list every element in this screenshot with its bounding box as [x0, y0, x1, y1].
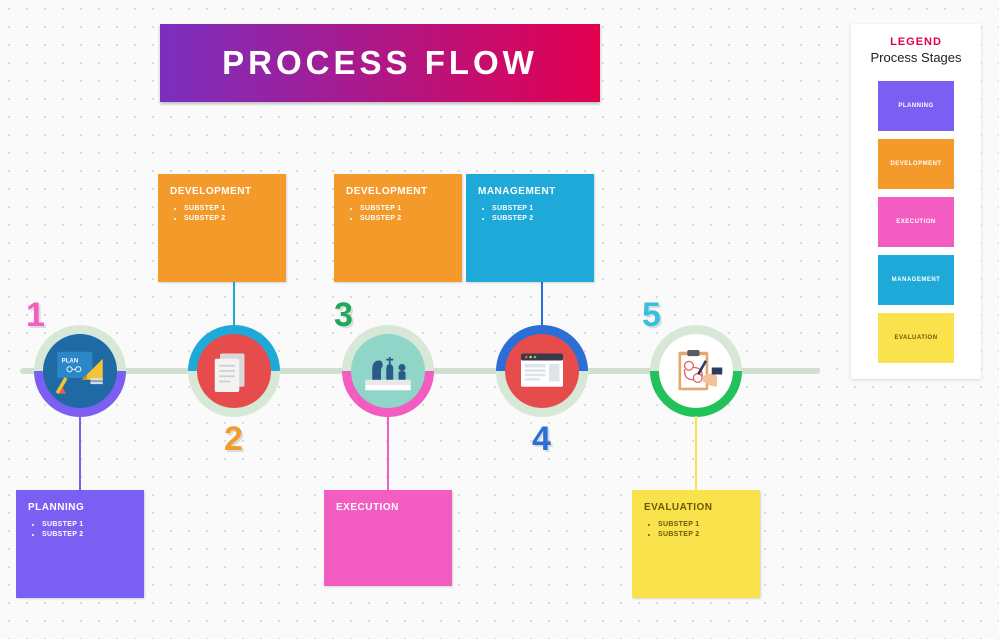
- connector-stem: [695, 416, 697, 490]
- title-text: PROCESS FLOW: [222, 44, 538, 82]
- connector-stem: [387, 416, 389, 490]
- card-substep: SUBSTEP 2: [360, 215, 450, 222]
- legend-swatch-development: DEVELOPMENT: [878, 139, 954, 189]
- connector-stem: [79, 416, 81, 490]
- card-substep: SUBSTEP 2: [184, 215, 274, 222]
- title-banner: PROCESS FLOW: [160, 24, 600, 102]
- ring-inner: [197, 334, 271, 408]
- card-development: DEVELOPMENT SUBSTEP 1 SUBSTEP 2: [158, 174, 286, 282]
- step-5: [650, 325, 742, 417]
- legend-panel: LEGEND Process Stages PLANNING DEVELOPMEN…: [851, 24, 981, 379]
- card-substep: SUBSTEP 2: [42, 531, 132, 538]
- browser-icon: [514, 343, 570, 399]
- card-substep: SUBSTEP 1: [42, 521, 132, 528]
- step-3: [342, 325, 434, 417]
- card-substep: SUBSTEP 1: [184, 205, 274, 212]
- card-substep: SUBSTEP 1: [492, 205, 582, 212]
- docs-icon: [206, 343, 262, 399]
- card-heading: DEVELOPMENT: [170, 186, 274, 197]
- ring-inner: [505, 334, 579, 408]
- step-number-5: 5: [642, 296, 661, 335]
- legend-title: LEGEND: [859, 32, 973, 50]
- chess-icon: [360, 343, 416, 399]
- step-number-1: 1: [26, 296, 45, 335]
- step-1: PLAN: [34, 325, 126, 417]
- svg-text:PLAN: PLAN: [62, 357, 79, 364]
- connector-stem: [233, 282, 235, 326]
- legend-swatch-management: MANAGEMENT: [878, 255, 954, 305]
- card-heading: EXECUTION: [336, 502, 440, 513]
- step-number-2: 2: [224, 420, 243, 459]
- card-substep: SUBSTEP 1: [658, 521, 748, 528]
- card-heading: EVALUATION: [644, 502, 748, 513]
- legend-swatch-planning: PLANNING: [878, 81, 954, 131]
- legend-swatch-evaluation: EVALUATION: [878, 313, 954, 363]
- card-heading: MANAGEMENT: [478, 186, 582, 197]
- card-heading: DEVELOPMENT: [346, 186, 450, 197]
- card-evaluation: EVALUATION SUBSTEP 1 SUBSTEP 2: [632, 490, 760, 598]
- card-heading: PLANNING: [28, 502, 132, 513]
- plan-icon: PLAN: [52, 343, 108, 399]
- step-2: [188, 325, 280, 417]
- card-substep: SUBSTEP 2: [658, 531, 748, 538]
- card-substep: SUBSTEP 1: [360, 205, 450, 212]
- card-development-dup: DEVELOPMENT SUBSTEP 1 SUBSTEP 2: [334, 174, 462, 282]
- card-execution: EXECUTION: [324, 490, 452, 586]
- card-management: MANAGEMENT SUBSTEP 1 SUBSTEP 2: [466, 174, 594, 282]
- connector-stem: [541, 282, 543, 326]
- legend-swatch-execution: EXECUTION: [878, 197, 954, 247]
- step-4: [496, 325, 588, 417]
- card-planning: PLANNING SUBSTEP 1 SUBSTEP 2: [16, 490, 144, 598]
- legend-subtitle: Process Stages: [859, 50, 973, 73]
- card-substep: SUBSTEP 2: [492, 215, 582, 222]
- ring-inner: PLAN: [43, 334, 117, 408]
- ring-inner: [659, 334, 733, 408]
- clipboard-icon: [668, 343, 724, 399]
- ring-inner: [351, 334, 425, 408]
- step-number-3: 3: [334, 296, 353, 335]
- step-number-4: 4: [532, 420, 551, 459]
